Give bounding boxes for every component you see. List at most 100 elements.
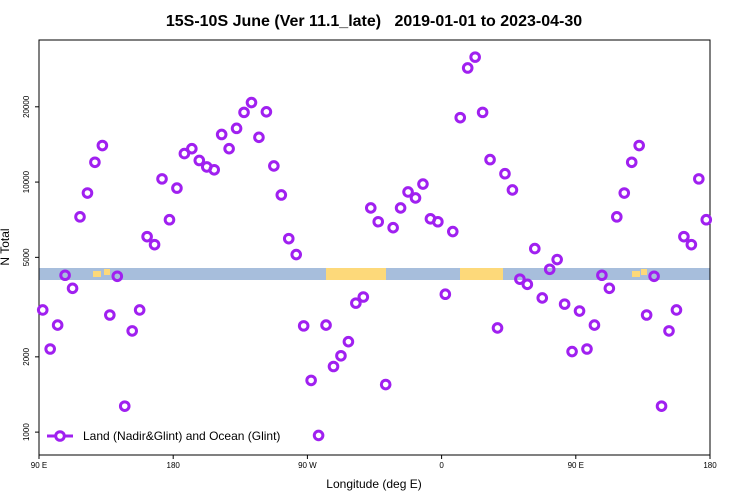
point xyxy=(685,238,698,251)
point xyxy=(409,192,422,204)
point xyxy=(327,360,340,373)
point xyxy=(111,270,124,283)
point xyxy=(96,139,109,152)
point xyxy=(432,215,444,228)
plot-frame xyxy=(38,39,711,456)
point xyxy=(454,111,467,124)
point xyxy=(573,305,586,317)
point xyxy=(260,106,273,118)
point xyxy=(394,202,407,214)
point xyxy=(230,122,243,135)
point xyxy=(693,173,705,185)
point xyxy=(461,62,474,74)
x-axis-label: Longitude (deg E) xyxy=(326,477,421,491)
x-tick-label: 90 W xyxy=(298,461,317,470)
y-tick-label: 1000 xyxy=(22,423,31,441)
point xyxy=(305,374,317,387)
point xyxy=(74,211,86,223)
point xyxy=(543,263,556,276)
point xyxy=(357,291,370,303)
point xyxy=(282,232,295,245)
legend-marker xyxy=(54,430,66,442)
point xyxy=(364,202,377,214)
point xyxy=(551,253,563,266)
point xyxy=(133,304,146,316)
point xyxy=(663,325,675,337)
y-tick-label: 10000 xyxy=(22,170,31,193)
point xyxy=(611,211,623,223)
chart-title: 15S-10S June (Ver 11.1_late) 2019-01-01 … xyxy=(166,13,582,30)
point xyxy=(253,131,265,144)
point xyxy=(290,248,303,261)
point xyxy=(275,189,288,201)
point xyxy=(379,378,392,391)
point xyxy=(223,142,235,155)
point xyxy=(208,163,221,176)
point xyxy=(268,160,280,172)
point xyxy=(104,309,116,321)
point xyxy=(215,128,228,141)
point xyxy=(320,319,332,331)
point xyxy=(588,319,601,331)
point xyxy=(335,349,347,362)
point xyxy=(596,269,608,282)
point xyxy=(484,153,496,166)
point xyxy=(625,156,638,169)
point xyxy=(566,345,578,358)
point xyxy=(342,335,355,348)
x-tick-label: 90 E xyxy=(31,461,47,470)
point xyxy=(66,282,79,295)
point xyxy=(558,298,571,310)
point xyxy=(581,343,593,355)
point xyxy=(178,147,191,160)
point xyxy=(148,238,161,251)
point xyxy=(36,304,49,316)
point xyxy=(193,154,206,167)
point xyxy=(618,187,631,199)
y-tick-label: 20000 xyxy=(22,95,31,118)
point xyxy=(603,282,616,295)
legend-label: Land (Nadir&Glint) and Ocean (Glint) xyxy=(83,429,280,443)
point xyxy=(372,215,385,228)
point xyxy=(59,269,71,282)
point xyxy=(126,325,138,337)
point xyxy=(387,221,399,234)
point xyxy=(491,322,504,334)
point xyxy=(670,304,683,316)
point xyxy=(514,273,526,285)
point xyxy=(536,292,549,304)
point xyxy=(81,187,94,199)
point xyxy=(51,319,64,331)
point xyxy=(648,270,660,283)
point xyxy=(402,186,414,198)
point xyxy=(476,106,489,119)
point xyxy=(521,278,534,291)
point xyxy=(655,400,668,412)
point xyxy=(506,184,519,196)
point xyxy=(499,167,511,180)
x-tick-label: 180 xyxy=(703,461,717,470)
x-tick-label: 180 xyxy=(167,461,181,470)
point xyxy=(297,320,310,332)
y-tick-label: 5000 xyxy=(22,248,31,266)
point xyxy=(118,400,131,412)
point xyxy=(640,309,653,321)
point xyxy=(186,142,198,155)
point xyxy=(89,156,101,169)
x-tick-label: 0 xyxy=(439,461,444,470)
point xyxy=(700,213,713,226)
point xyxy=(417,178,429,190)
point xyxy=(446,225,459,238)
point xyxy=(44,343,56,355)
point xyxy=(678,230,690,243)
x-tick-label: 90 E xyxy=(568,461,584,470)
land-ocean-strip xyxy=(39,268,710,280)
y-tick-label: 2000 xyxy=(22,347,31,365)
point xyxy=(156,173,168,185)
point xyxy=(245,96,258,109)
point xyxy=(350,297,362,309)
y-axis-label: N Total xyxy=(0,228,12,265)
point xyxy=(312,429,325,442)
